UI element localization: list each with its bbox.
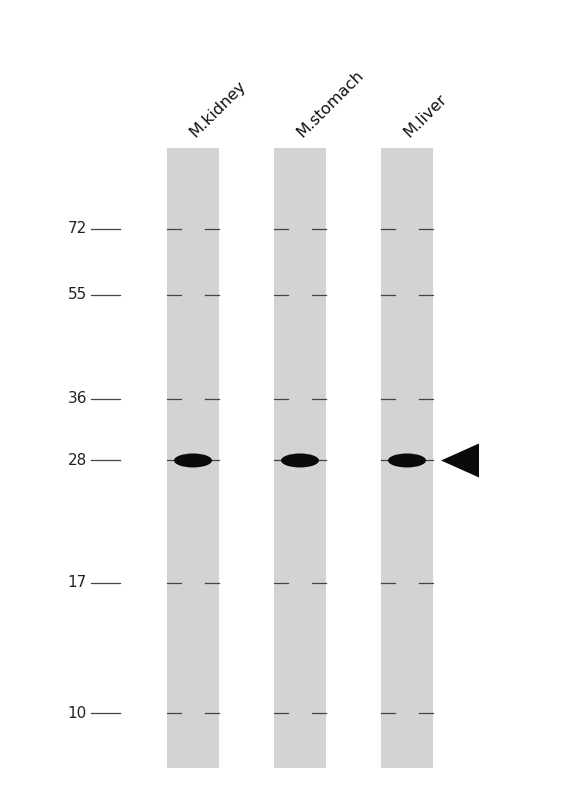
Text: M.liver: M.liver <box>401 91 449 140</box>
Polygon shape <box>441 443 479 478</box>
Bar <box>381 148 433 768</box>
Text: M.stomach: M.stomach <box>293 67 366 140</box>
Ellipse shape <box>174 454 212 467</box>
Text: M.kidney: M.kidney <box>186 78 249 140</box>
Text: 55: 55 <box>68 287 87 302</box>
Ellipse shape <box>281 454 319 467</box>
Text: 17: 17 <box>68 575 87 590</box>
Text: 28: 28 <box>68 453 87 468</box>
Ellipse shape <box>388 454 426 467</box>
Text: 36: 36 <box>67 391 87 406</box>
Text: 10: 10 <box>68 706 87 721</box>
Text: 72: 72 <box>68 221 87 236</box>
Bar <box>274 148 326 768</box>
Bar <box>167 148 219 768</box>
